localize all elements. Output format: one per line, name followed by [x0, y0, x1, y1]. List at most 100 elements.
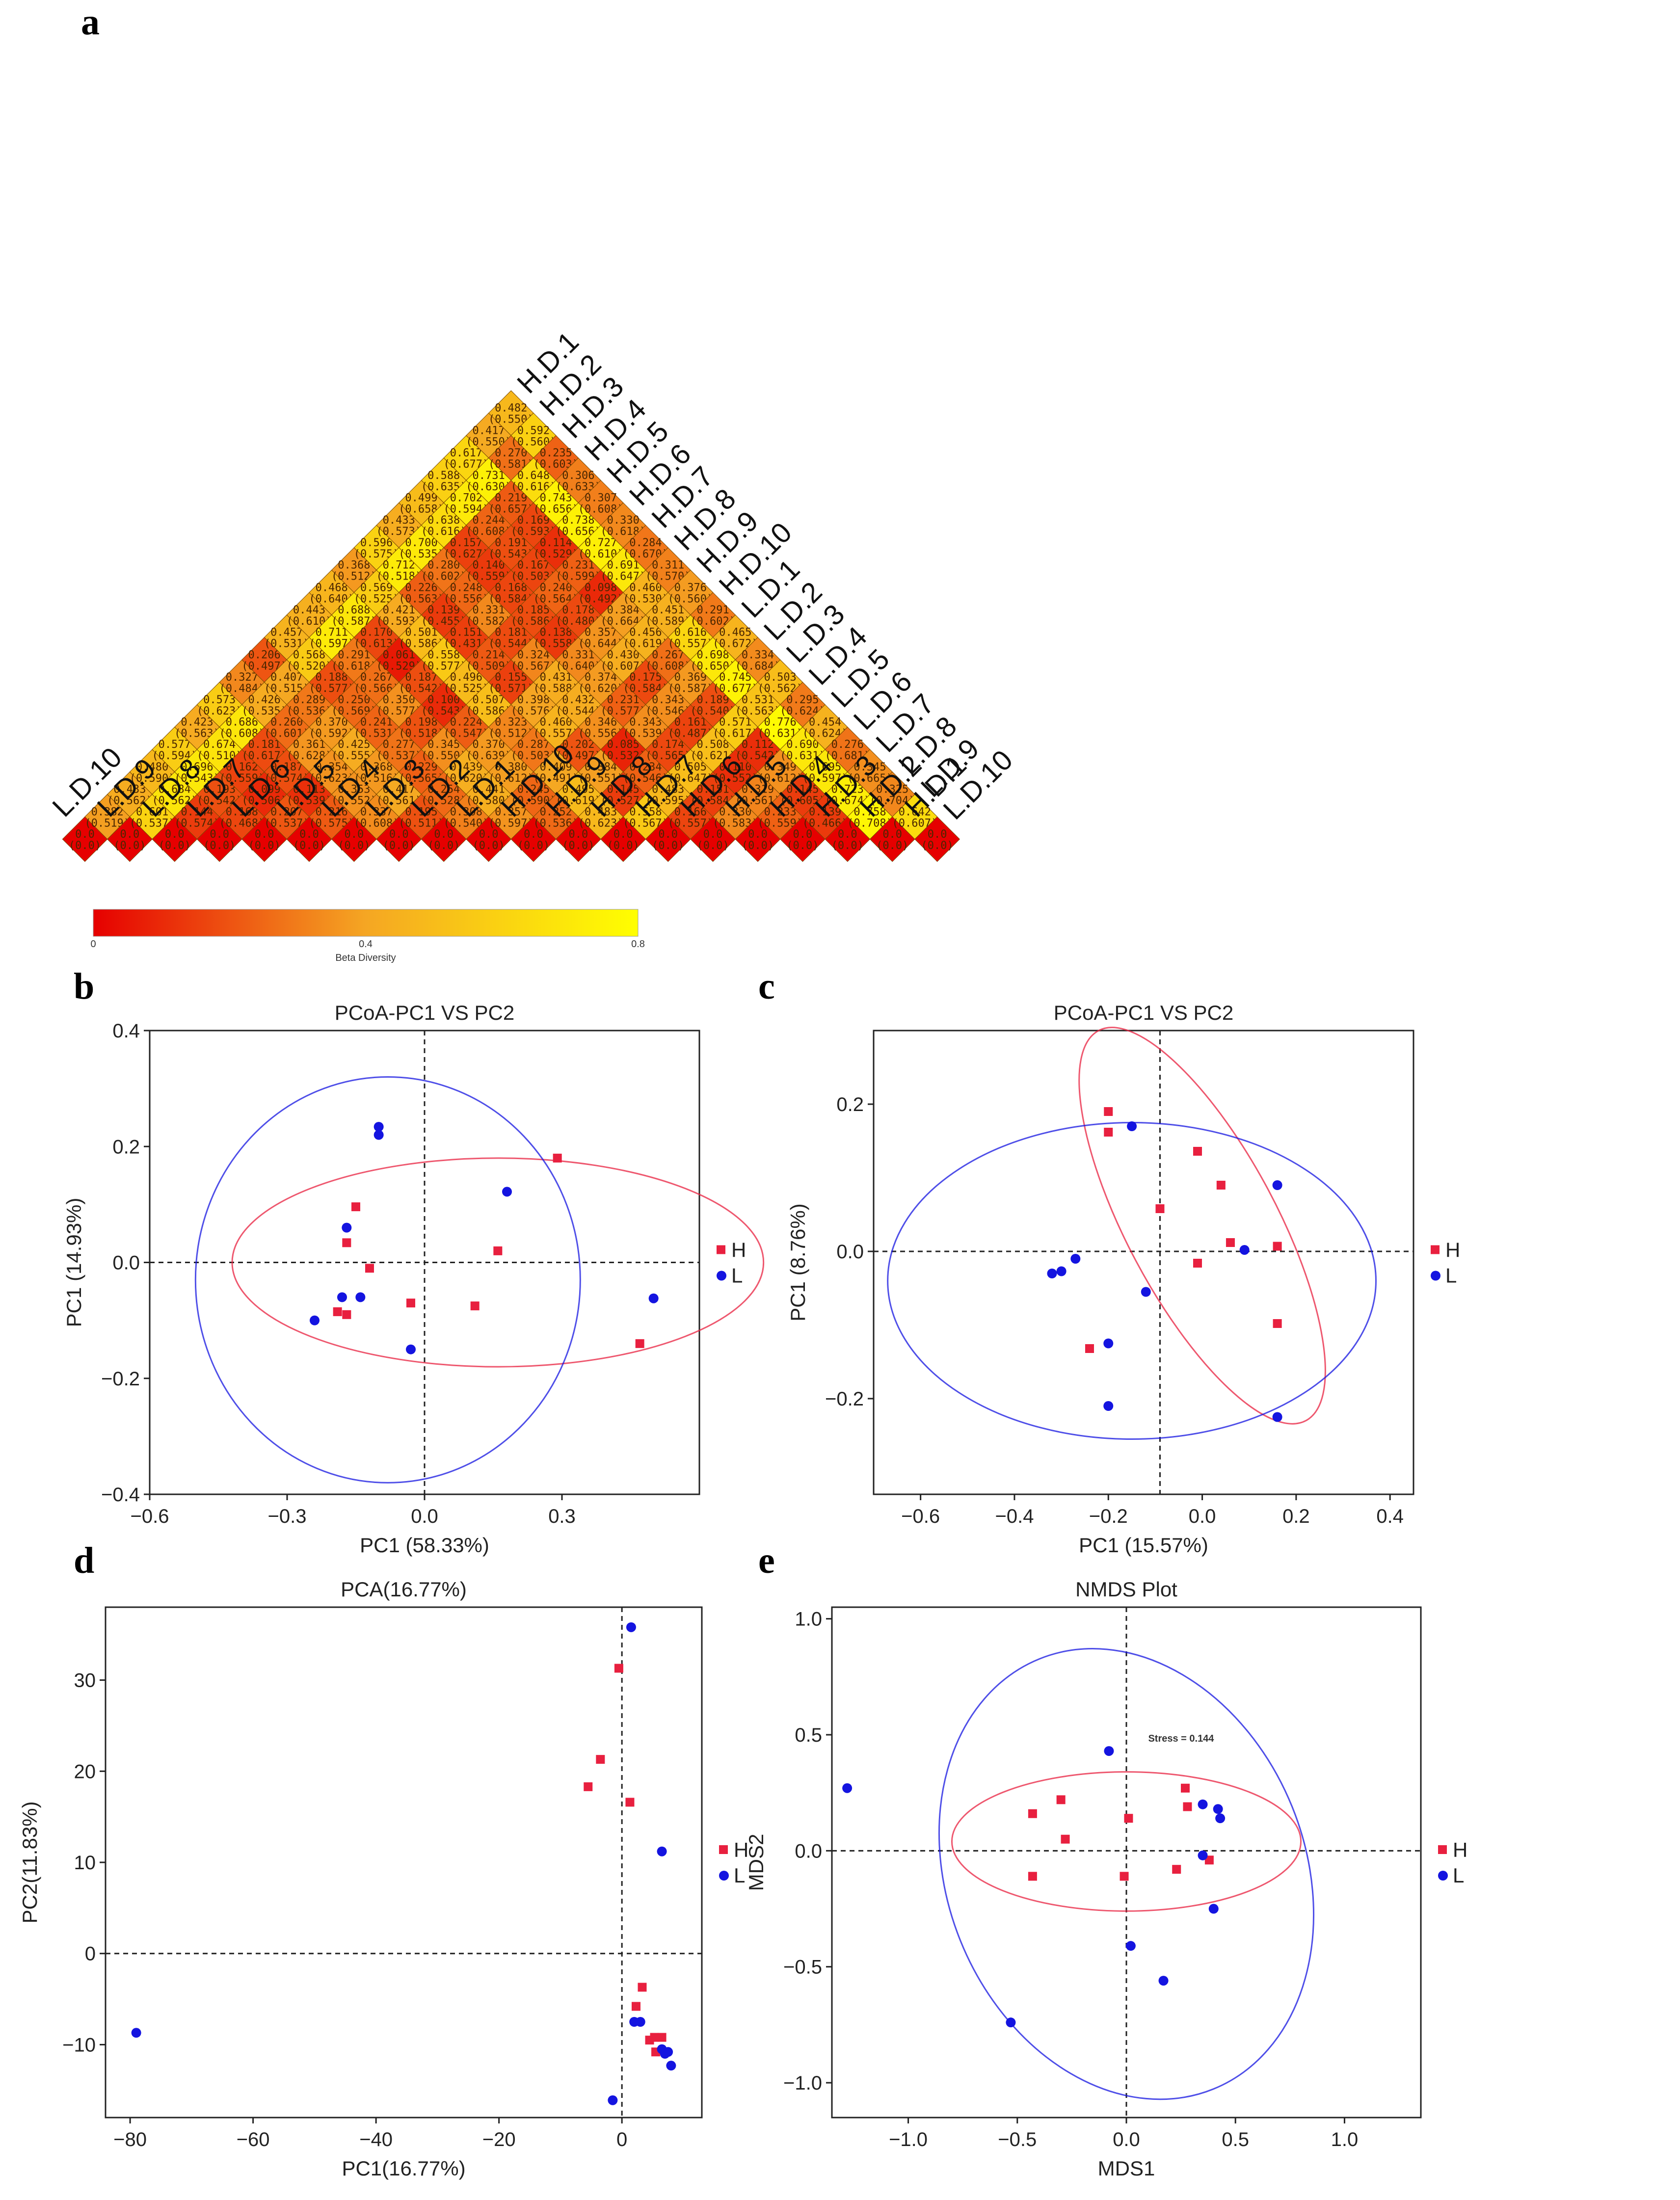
cell-value: 0.198	[405, 716, 437, 729]
confidence-ellipse-H	[231, 1157, 765, 1368]
x-tick-label: −40	[359, 2129, 393, 2150]
cell-value: 0.295	[786, 694, 819, 706]
cell-value: 0.457	[270, 627, 303, 639]
data-point-H	[1226, 1238, 1235, 1247]
cell-value: 0.426	[248, 694, 280, 706]
cell-value: 0.432	[562, 694, 594, 706]
cell-value: 0.357	[585, 627, 617, 639]
cell-value: 0.287	[517, 739, 550, 751]
y-axis-label: PC1 (14.93%)	[62, 1198, 85, 1327]
cell-value: 0.277	[383, 739, 415, 751]
heatmap-panel: 0.0(0.0)0.382(0.519)0.433(0.562)0.480(0.…	[46, 326, 1019, 862]
cell-value: 0.745	[719, 671, 751, 684]
legend-marker-H	[717, 1245, 725, 1254]
cell-value: 0.688	[338, 604, 370, 616]
cell-value: 0.596	[360, 537, 393, 549]
cell-value: 0.248	[450, 582, 482, 594]
cell-value: 0.712	[383, 559, 415, 572]
legend-label-L: L	[1445, 1264, 1457, 1287]
cell-value: 0.061	[383, 649, 415, 661]
confidence-ellipse-L	[194, 1076, 581, 1484]
cell-value: 0.324	[517, 649, 550, 661]
data-point-H	[596, 1755, 605, 1764]
data-point-H	[1181, 1783, 1190, 1793]
cell-value: 0.267	[652, 649, 684, 661]
x-axis-label: MDS1	[1098, 2157, 1155, 2180]
cell-value: 0.252	[540, 806, 572, 818]
data-point-L	[1198, 1799, 1208, 1809]
cell-diagonal-value: 0.0	[882, 828, 902, 841]
data-point-L	[1215, 1813, 1226, 1824]
data-point-H	[625, 1798, 635, 1807]
cell-value: 0.398	[517, 694, 550, 706]
cell-value: 0.202	[562, 739, 594, 751]
cell-value: 0.460	[540, 716, 572, 729]
legend-label-H: H	[1453, 1838, 1467, 1861]
cell-value: 0.592	[517, 424, 550, 437]
cell-value: 0.407	[270, 671, 303, 684]
x-tick-label: 0.0	[1189, 1506, 1216, 1527]
x-tick-label: 0.0	[411, 1506, 438, 1527]
plot-title: PCoA-PC1 VS PC2	[1054, 1001, 1233, 1024]
confidence-ellipse-L	[938, 1648, 1314, 2100]
cell-value: 0.311	[652, 559, 684, 572]
cell-value: 0.421	[383, 604, 415, 616]
stress-annotation: Stress = 0.144	[1148, 1733, 1214, 1744]
data-point-L	[310, 1315, 320, 1325]
x-tick-label: 0.0	[1113, 2129, 1140, 2150]
colorbar: 0 0.4 0.8 Beta Diversity	[90, 909, 645, 963]
cell-value: 0.425	[338, 739, 370, 751]
cell-value: 0.195	[405, 806, 437, 818]
cell-value: 0.368	[360, 761, 393, 773]
data-point-H	[1193, 1147, 1202, 1156]
y-tick-label: 0.0	[836, 1241, 864, 1263]
x-tick-label: 0.5	[1222, 2129, 1249, 2150]
legend-marker-L	[719, 1871, 729, 1881]
cell-value: 0.483	[652, 784, 684, 796]
cell-value: 0.145	[607, 784, 640, 796]
cell-value: 0.731	[472, 470, 505, 482]
data-point-H	[635, 1339, 644, 1348]
data-point-H	[470, 1301, 480, 1311]
cell-diagonal-sub: (0.0)	[921, 840, 953, 852]
legend-marker-H	[1431, 1245, 1440, 1254]
cell-diagonal-sub: (0.0)	[517, 840, 550, 852]
x-tick-label: −1.0	[889, 2129, 928, 2150]
cell-value: 0.193	[203, 784, 236, 796]
cell-value: 0.098	[585, 582, 617, 594]
cell-value: 0.099	[248, 784, 280, 796]
cell-value: 0.417	[383, 784, 415, 796]
data-point-L	[1070, 1254, 1081, 1264]
x-tick-label: 0.3	[548, 1506, 576, 1527]
cell-diagonal-sub: (0.0)	[786, 840, 819, 852]
x-axis-label: PC1 (58.33%)	[360, 1534, 489, 1557]
cell-value: 0.291	[338, 649, 370, 661]
cell-value: 0.690	[786, 739, 819, 751]
cell-diagonal-sub: (0.0)	[383, 840, 415, 852]
plot-title: PCA(16.77%)	[341, 1578, 467, 1601]
cell-diagonal-value: 0.0	[389, 828, 409, 841]
cell-value: 0.460	[629, 582, 662, 594]
colorbar-tick-2: 0.8	[631, 939, 645, 950]
cell-value: 0.343	[652, 694, 684, 706]
cell-value: 0.345	[853, 761, 886, 773]
cell-value: 0.151	[450, 627, 482, 639]
cell-value: 0.110	[719, 761, 751, 773]
panel-label-d: d	[74, 1540, 94, 1581]
cell-value: 0.235	[540, 447, 572, 459]
cell-value: 0.441	[472, 784, 505, 796]
cell-value: 0.380	[495, 761, 527, 773]
panel-label-e: e	[758, 1540, 775, 1581]
colorbar-tick-1: 0.4	[359, 939, 373, 950]
cell-value: 0.155	[495, 671, 527, 684]
cell-value: 0.100	[427, 694, 460, 706]
plot-frame	[105, 1606, 703, 2119]
legend-label-L: L	[1453, 1864, 1464, 1887]
cell-value: 0.219	[495, 492, 527, 504]
panel-label-a: a	[81, 1, 100, 43]
cell-diagonal-sub: (0.0)	[472, 840, 505, 852]
data-point-L	[1127, 1121, 1137, 1131]
cell-value: 0.276	[831, 739, 864, 751]
cell-value: 0.382	[91, 806, 124, 818]
